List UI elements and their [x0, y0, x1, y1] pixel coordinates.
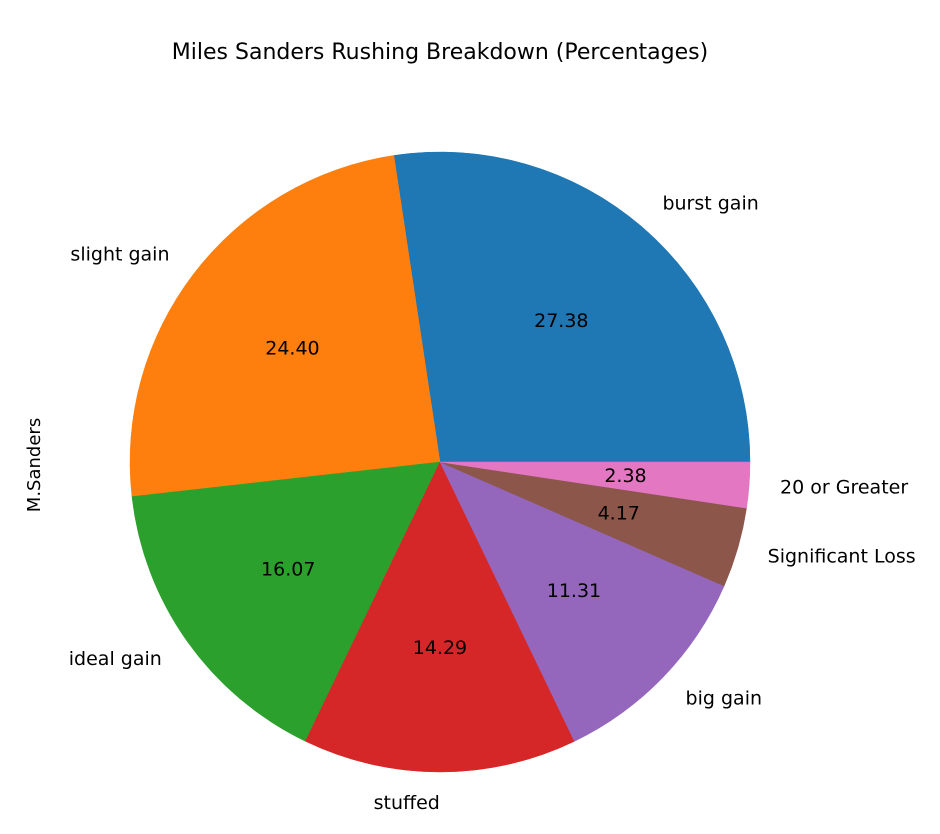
slice-value-big-gain: 11.31 — [547, 580, 601, 602]
pie-percentage-labels: 27.38 24.40 16.07 14.29 11.31 4.17 2.38 — [261, 310, 647, 659]
pie-slice-big-gain — [439, 461, 725, 742]
pie-slice-labels: burst gain slight gain ideal gain stuffed bi… — [69, 193, 916, 814]
slice-label-burst-gain: burst gain — [662, 193, 758, 215]
slice-value-slight-gain: 24.40 — [265, 338, 319, 360]
pie-slice-slight-gain — [129, 155, 441, 497]
slice-value-20-or-greater: 2.38 — [604, 465, 646, 487]
slice-value-significant-loss: 4.17 — [598, 503, 640, 525]
y-axis-label: M.Sanders — [24, 418, 45, 512]
chart-title: Miles Sanders Rushing Breakdown (Percent… — [172, 40, 708, 65]
slice-label-significant-loss: Significant Loss — [768, 545, 916, 567]
slice-value-burst-gain: 27.38 — [534, 310, 588, 332]
slice-value-ideal-gain: 16.07 — [261, 559, 315, 581]
pie-slice-20-or-greater — [439, 461, 751, 509]
slice-value-stuffed: 14.29 — [413, 637, 467, 659]
slice-label-20-or-greater: 20 or Greater — [780, 476, 908, 498]
pie-slice-stuffed — [305, 461, 575, 773]
pie-slice-ideal-gain — [131, 461, 441, 742]
pie-slice-burst-gain — [393, 151, 751, 463]
slice-label-ideal-gain: ideal gain — [69, 648, 162, 670]
slice-label-slight-gain: slight gain — [70, 243, 169, 265]
slice-label-stuffed: stuffed — [374, 792, 440, 814]
slice-label-big-gain: big gain — [686, 688, 762, 710]
pie-slices — [129, 151, 751, 773]
